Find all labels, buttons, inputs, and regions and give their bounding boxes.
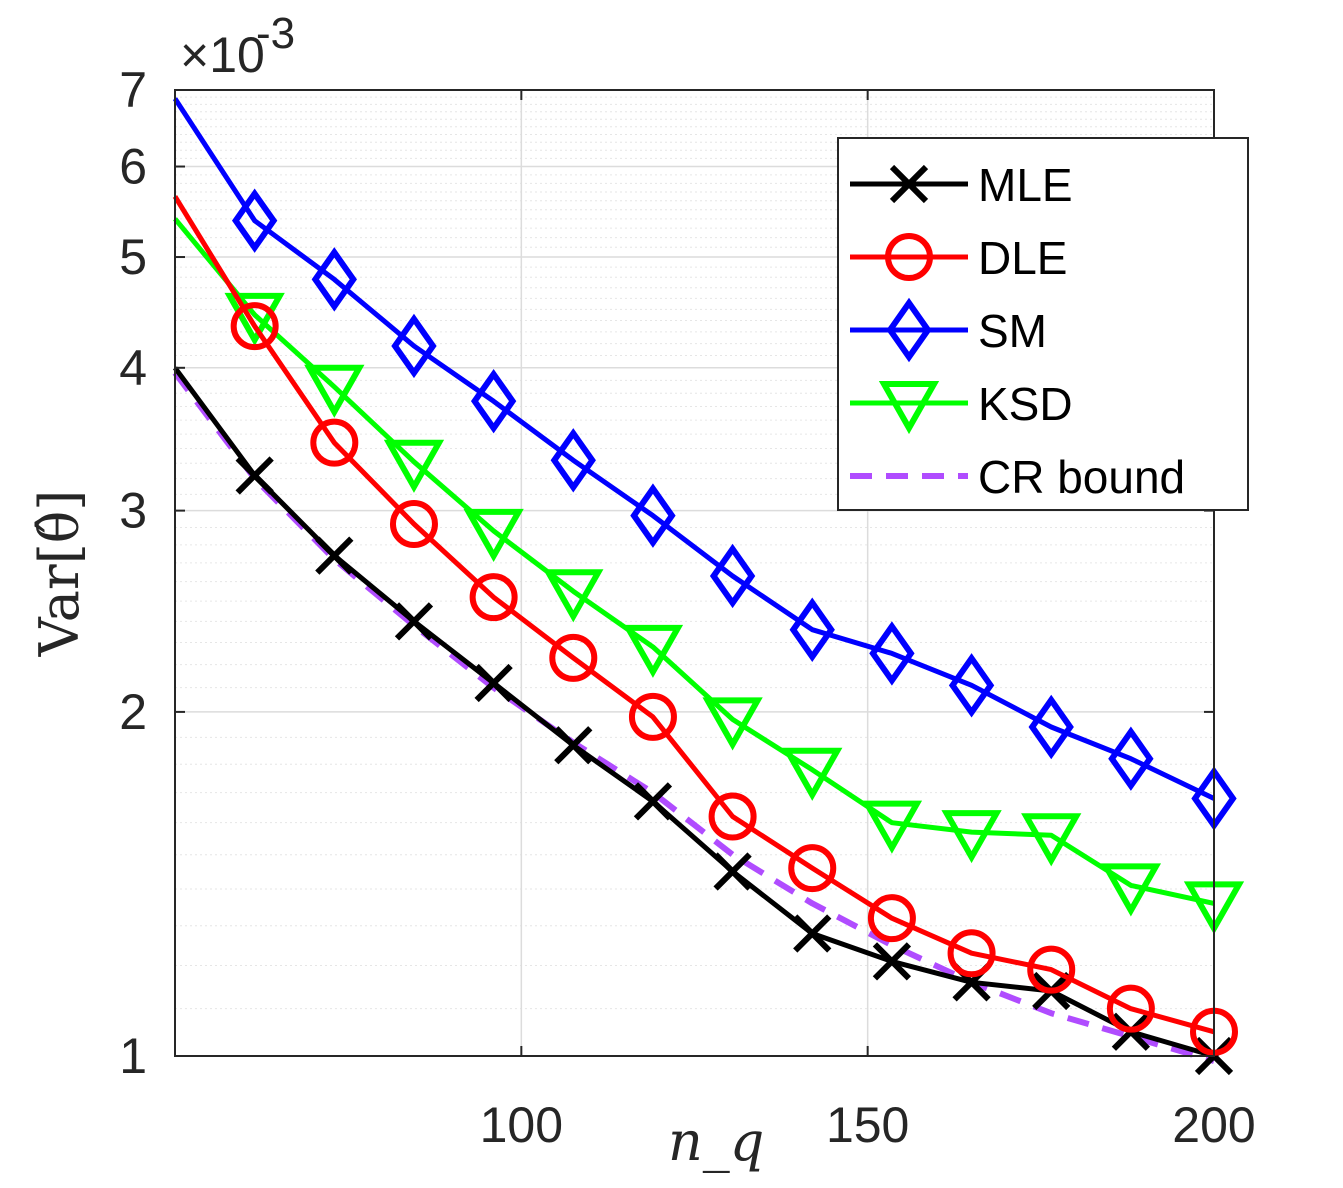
- legend-label-dle: DLE: [978, 232, 1067, 284]
- series-dle: [172, 195, 1238, 1056]
- data-point-sm: [1108, 726, 1154, 791]
- data-point-ksd: [463, 508, 524, 562]
- data-point-mle: [315, 536, 354, 575]
- data-point-mle-stroke: [793, 914, 832, 953]
- y-multiplier-exponent: -3: [256, 9, 295, 58]
- legend-item-sm: SM: [850, 297, 1047, 363]
- data-point-dle: [628, 692, 677, 741]
- data-point-ksd: [1100, 863, 1162, 917]
- legend-label-mle: MLE: [978, 159, 1073, 211]
- data-point-mle: [713, 852, 752, 891]
- data-point-dle: [867, 894, 916, 943]
- legend-label-cr-bound: CR bound: [978, 451, 1185, 503]
- legend-item-ksd: KSD: [850, 378, 1073, 435]
- data-point-sm: [630, 483, 676, 548]
- data-point-mle-stroke: [394, 602, 434, 641]
- data-point-dle: [549, 633, 598, 682]
- series-layer: [172, 97, 1245, 1076]
- legend-box: [837, 137, 1249, 511]
- data-point-mle: [633, 782, 673, 821]
- data-point-ksd: [1021, 813, 1082, 867]
- x-tick-label: 100: [480, 1097, 563, 1153]
- data-point-mle-stroke: [872, 942, 912, 981]
- data-point-sm: [311, 247, 357, 312]
- data-point-dle: [788, 844, 837, 893]
- data-point-mle-stroke: [713, 852, 752, 891]
- data-point-sm: [1028, 694, 1074, 760]
- data-point-sm: [231, 188, 278, 253]
- data-point-sm: [869, 621, 915, 686]
- y-multiplier-label: ×10: [180, 27, 265, 83]
- data-point-ksd: [782, 747, 843, 801]
- data-point-dle: [310, 418, 359, 467]
- data-point-ksd: [941, 810, 1002, 864]
- data-point-ksd: [861, 800, 923, 854]
- x-tick-label: 200: [1172, 1097, 1255, 1153]
- data-point-ksd: [224, 292, 285, 346]
- data-point-ksd: [702, 697, 763, 751]
- data-point-mle: [394, 602, 434, 641]
- data-point-sm: [948, 653, 995, 718]
- axis-ticks: 1 2 3 4 5 6 7 100 150 200: [119, 62, 1256, 1153]
- data-point-dle: [1027, 945, 1076, 994]
- data-point-mle: [872, 942, 912, 981]
- plot-frame: [174, 89, 1215, 1057]
- y-tick-label: 5: [119, 229, 147, 285]
- y-tick-label: 3: [119, 483, 147, 539]
- legend-item-cr-bound: CR bound: [850, 451, 1185, 503]
- data-point-sm: [709, 543, 756, 609]
- data-point-mle-stroke: [633, 782, 673, 821]
- legend-item-mle: MLE: [850, 159, 1073, 211]
- data-point-dle: [389, 500, 438, 549]
- y-axis-label: Var[θ̂]: [28, 490, 91, 658]
- data-point-sm: [470, 368, 517, 434]
- y-tick-label: 1: [119, 1028, 147, 1084]
- data-point-dle: [230, 302, 279, 351]
- legend-marker-mle: [889, 164, 929, 204]
- legend-label-ksd: KSD: [978, 378, 1073, 430]
- legend-item-dle: DLE: [850, 232, 1067, 284]
- y-tick-label: 6: [119, 139, 147, 195]
- y-tick-label: 2: [119, 684, 147, 740]
- data-point-sm: [789, 597, 835, 662]
- series-ksd: [173, 217, 1245, 935]
- legend-label-sm: SM: [978, 305, 1047, 357]
- legend: MLE DLE SM KSD CR bound: [837, 137, 1249, 511]
- data-point-mle: [235, 456, 274, 495]
- y-tick-label: 7: [119, 62, 147, 118]
- legend-marker-dle: [885, 233, 933, 281]
- x-axis-label: n_q: [668, 1110, 764, 1173]
- legend-marker-mle-stroke: [889, 164, 929, 204]
- data-point-mle-stroke: [235, 456, 274, 495]
- legend-marker-sm: [886, 297, 932, 363]
- data-point-ksd: [543, 569, 604, 623]
- data-point-ksd: [304, 364, 365, 418]
- legend-marker-ksd: [878, 381, 940, 435]
- data-point-ksd: [383, 439, 445, 493]
- data-point-dle: [1106, 984, 1155, 1033]
- data-point-dle: [708, 792, 757, 841]
- data-point-sm: [391, 313, 437, 379]
- data-point-dle: [469, 573, 518, 622]
- series-sm: [172, 97, 1237, 831]
- x-tick-label: 150: [826, 1097, 909, 1153]
- data-point-mle: [793, 914, 832, 953]
- data-point-sm: [550, 428, 596, 493]
- data-point-mle-stroke: [474, 663, 513, 703]
- y-tick-label: 4: [119, 340, 147, 396]
- data-point-mle: [554, 726, 593, 765]
- data-point-mle-stroke: [315, 536, 354, 575]
- data-point-dle: [947, 929, 996, 978]
- data-point-ksd: [622, 624, 684, 678]
- data-point-mle: [474, 663, 513, 703]
- data-point-mle-stroke: [554, 726, 593, 765]
